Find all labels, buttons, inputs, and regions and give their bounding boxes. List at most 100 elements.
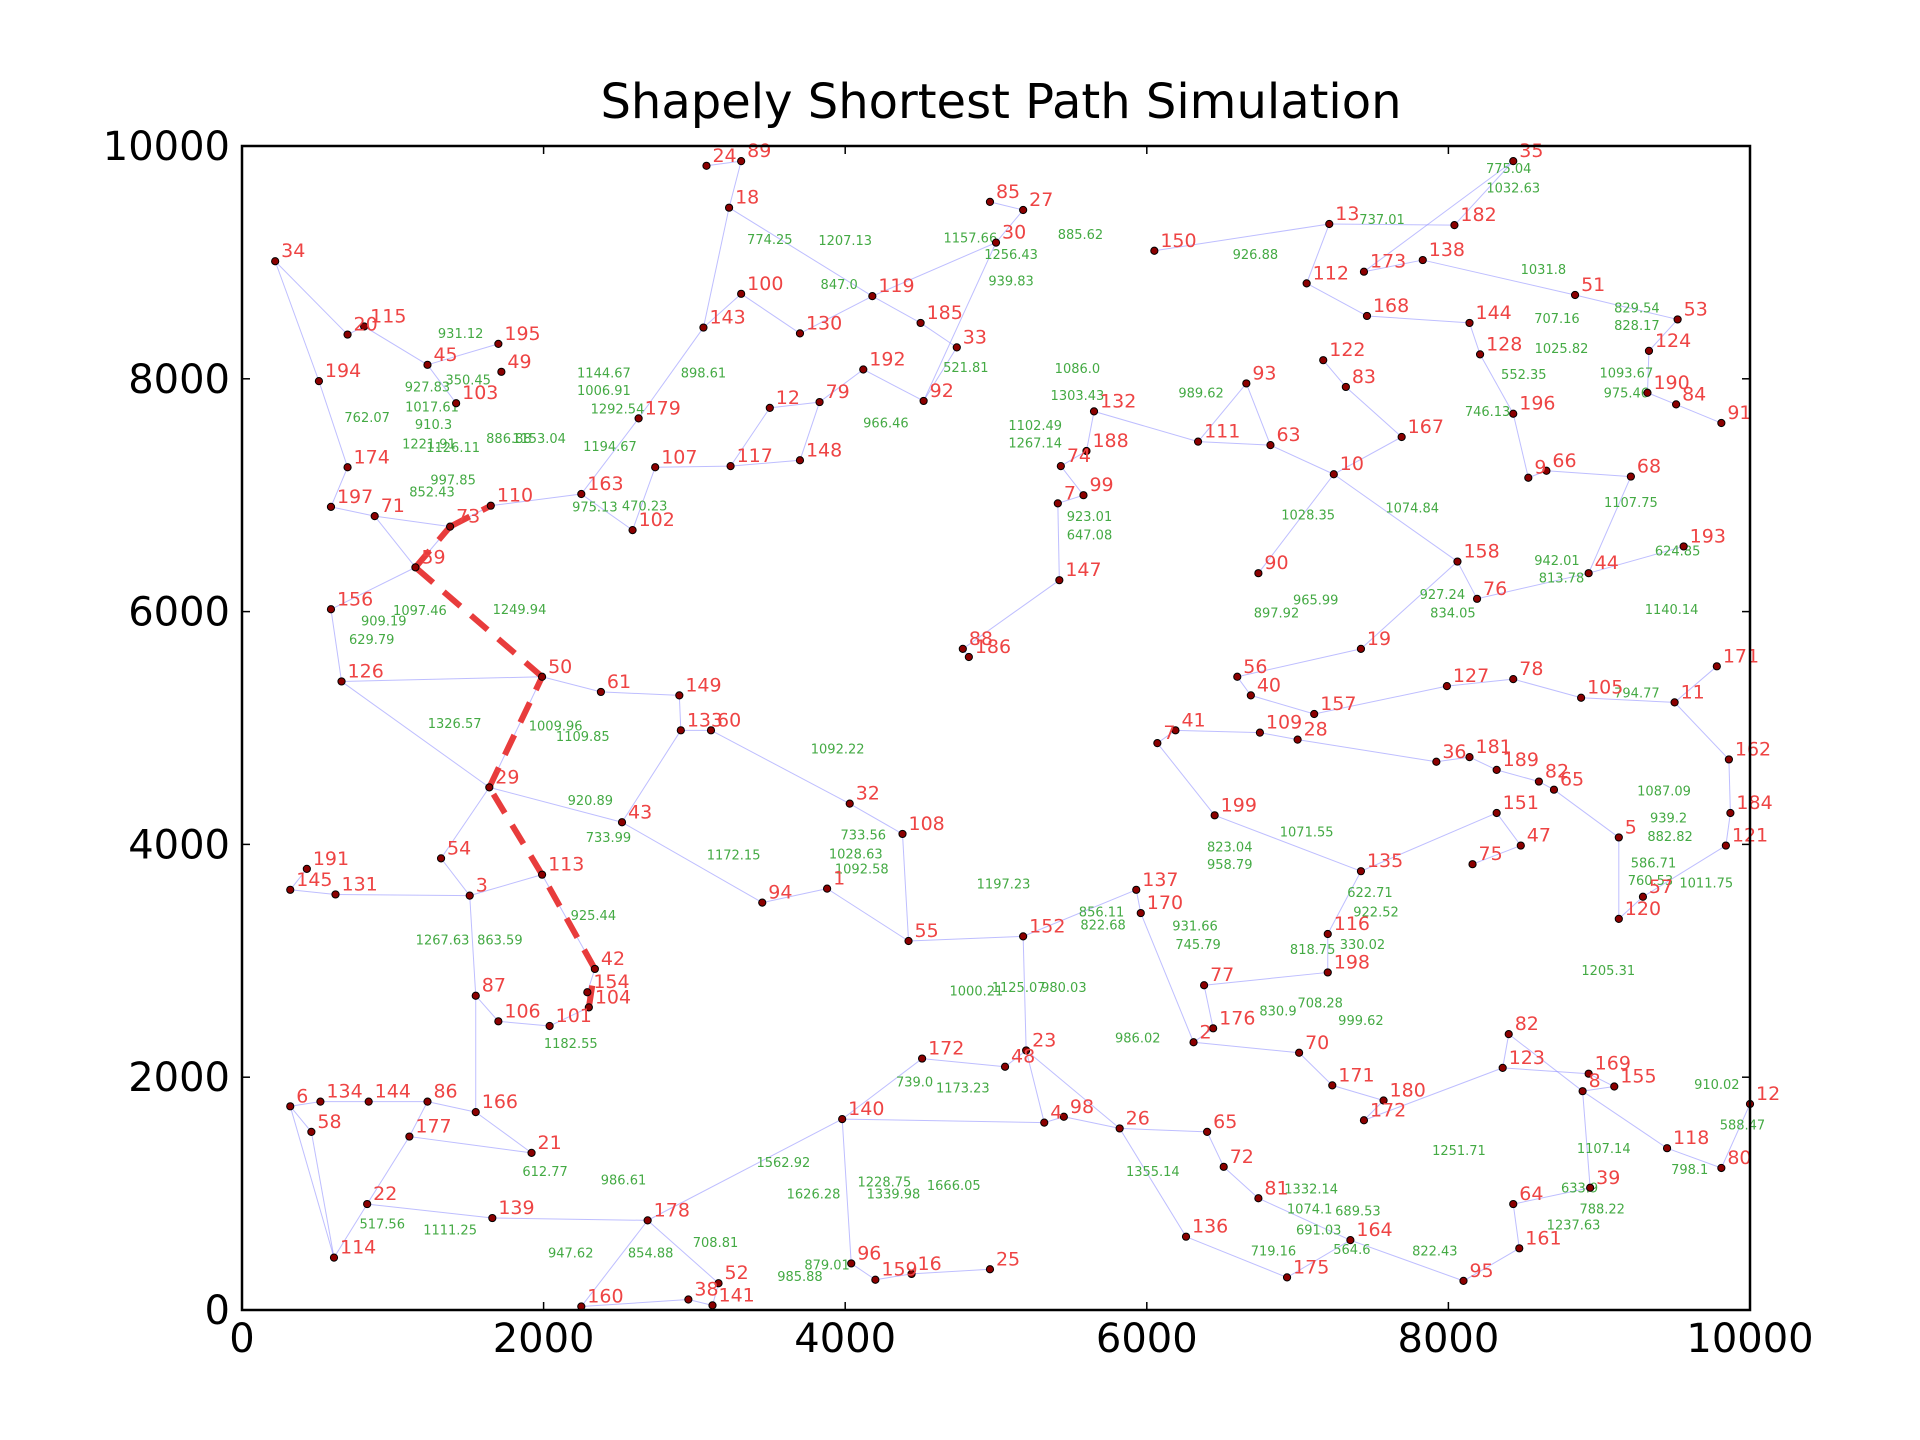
edge-weight-label: 707.16	[1534, 312, 1580, 327]
node-label: 158	[1463, 541, 1499, 563]
graph-node	[985, 1265, 995, 1274]
graph-edge	[1588, 545, 1684, 574]
node-label: 123	[1509, 1047, 1545, 1069]
graph-node	[1524, 473, 1533, 482]
graph-node	[1233, 672, 1242, 681]
graph-node	[765, 403, 774, 412]
graph-node	[1022, 1046, 1031, 1055]
edge-weight-label: 931.66	[1172, 920, 1218, 935]
graph-edge	[490, 493, 582, 507]
node-label: 42	[601, 948, 625, 970]
edge-weight-label: 586.71	[1631, 857, 1677, 872]
chart-title: Shapely Shortest Path Simulation	[600, 74, 1401, 130]
graph-edge	[638, 327, 704, 419]
graph-node	[1341, 382, 1350, 392]
graph-node	[1302, 279, 1311, 288]
node-label: 5	[1625, 816, 1637, 838]
graph-edge	[1360, 812, 1497, 872]
graph-node	[363, 1199, 372, 1209]
edge-weight-label: 1125.07	[992, 981, 1046, 996]
edge-weight-label: 882.82	[1647, 830, 1693, 845]
graph-edge	[688, 1299, 713, 1306]
graph-edge	[1725, 812, 1731, 846]
graph-node	[446, 522, 455, 531]
graph-node	[1610, 1082, 1619, 1091]
graph-node	[1614, 914, 1623, 923]
graph-node	[423, 1097, 432, 1106]
graph-node	[952, 343, 961, 352]
shortest-path-segment	[539, 873, 598, 971]
graph-edge	[702, 207, 730, 328]
edge-weight-label: 986.61	[601, 1173, 647, 1188]
node-label: 61	[607, 671, 631, 693]
node-label: 43	[628, 801, 652, 823]
edge-weight-label: 958.79	[1207, 858, 1253, 873]
edge-weight-label: 708.28	[1297, 996, 1343, 1011]
graph-node	[596, 687, 606, 697]
node-label: 120	[1625, 898, 1661, 920]
node-label: 176	[1219, 1007, 1255, 1029]
node-label: 65	[1213, 1111, 1237, 1133]
node-label: 54	[447, 837, 471, 859]
graph-edge	[1454, 160, 1514, 226]
edge-weight-label: 897.92	[1254, 606, 1300, 621]
shortest-path-segment	[585, 968, 598, 1008]
graph-node	[1089, 407, 1099, 416]
edge-weight-label: 1086.0	[1055, 362, 1101, 377]
graph-edge	[289, 1105, 312, 1133]
graph-edge	[427, 343, 499, 366]
edge-weight-label: 818.75	[1290, 943, 1336, 958]
edge-weight-label: 746.13	[1465, 405, 1511, 420]
node-label: 68	[1637, 456, 1661, 478]
graph-edge	[819, 369, 864, 403]
graph-node	[1472, 594, 1482, 603]
graph-edge	[703, 293, 742, 328]
edge-weight-label: 1087.09	[1637, 785, 1691, 800]
graph-node	[1626, 472, 1635, 481]
graph-node	[919, 396, 928, 406]
graph-edge	[408, 1101, 428, 1137]
y-tick-label: 10000	[103, 124, 230, 170]
graph-edge	[374, 515, 451, 528]
graph-node	[1465, 318, 1474, 328]
node-label: 182	[1460, 204, 1496, 226]
node-label: 32	[856, 783, 880, 805]
node-label: 57	[1649, 876, 1673, 898]
graph-node	[1717, 1163, 1726, 1173]
node-label: 175	[1293, 1256, 1329, 1278]
graph-edge	[1512, 413, 1529, 478]
graph-edge	[318, 380, 349, 468]
node-label: 197	[337, 486, 373, 508]
node-label: 134	[326, 1081, 362, 1103]
node-label: 21	[538, 1132, 562, 1154]
graph-node	[1721, 841, 1730, 850]
edge-weight-label: 997.85	[430, 474, 476, 489]
graph-node	[676, 726, 685, 735]
node-label: 82	[1545, 761, 1569, 783]
graph-node	[1325, 219, 1334, 229]
graph-edge	[489, 786, 623, 823]
graph-node	[471, 991, 480, 1000]
edge-weight-label: 1028.35	[1281, 509, 1335, 524]
edge-weight-label: 822.43	[1412, 1244, 1458, 1259]
node-label: 24	[712, 145, 736, 167]
graph-node	[699, 323, 708, 332]
node-label: 144	[1476, 302, 1512, 324]
edge-weight-label: 1097.46	[393, 604, 447, 619]
graph-edge	[363, 325, 428, 366]
graph-edge	[1333, 436, 1402, 475]
node-label: 109	[1266, 712, 1302, 734]
edge-weight-label: 852.43	[409, 485, 455, 500]
graph-edge	[850, 1263, 876, 1281]
node-label: 133	[687, 709, 723, 731]
graph-edge	[1214, 814, 1362, 872]
nodes-layer	[271, 157, 1755, 1311]
graph-node	[343, 463, 352, 472]
graph-edge	[374, 515, 416, 568]
graph-node	[758, 898, 767, 907]
shortest-path-segment	[413, 524, 453, 570]
graph-edge	[1314, 685, 1447, 715]
graph-edge	[1327, 870, 1362, 935]
edge-weight-label: 1017.61	[405, 400, 459, 415]
graph-edge	[581, 493, 633, 531]
